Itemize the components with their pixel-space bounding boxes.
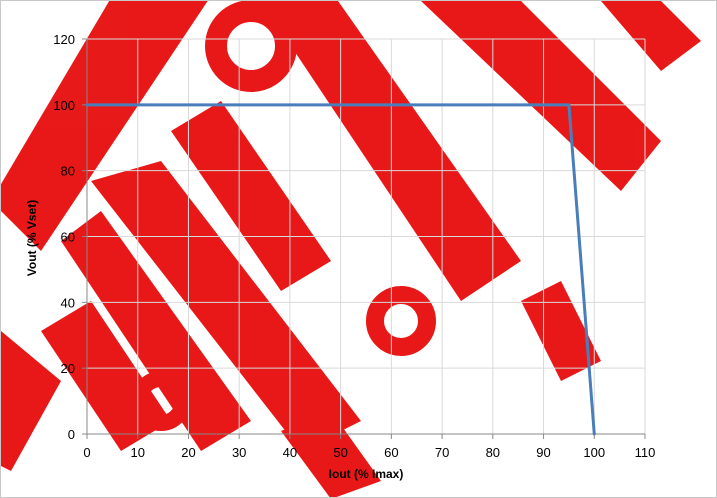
watermark-ring [131,371,191,431]
y-tick-label: 0 [68,427,75,442]
data-point [592,432,596,436]
data-point [567,103,571,107]
y-tick-label: 20 [61,361,75,376]
data-point [85,103,89,107]
x-tick-label: 0 [83,445,90,460]
watermark-ring [366,286,436,356]
watermark-band [91,161,361,451]
y-axis-title: Vout (% Vset) [25,200,39,276]
x-tick-label: 60 [384,445,398,460]
x-tick-label: 10 [130,445,144,460]
watermark-band [1,331,61,471]
x-tick-label: 100 [583,445,605,460]
x-tick-label: 70 [435,445,449,460]
watermark-band [521,281,601,381]
x-tick-label: 80 [486,445,500,460]
y-tick-label: 100 [53,98,75,113]
x-axis-title: Iout (% Imax) [329,467,404,481]
watermark-band [61,211,251,451]
watermark-band [421,1,661,191]
watermark-graphic [1,1,701,497]
watermark-band [601,1,701,71]
x-tick-label: 50 [333,445,347,460]
y-tick-label: 60 [61,230,75,245]
x-tick-label: 30 [232,445,246,460]
x-tick-label: 90 [536,445,550,460]
x-tick-label: 110 [635,445,656,460]
series-layer [85,103,596,436]
watermark-ring [205,1,297,92]
y-tick-label: 120 [53,32,75,47]
watermark-band [171,101,331,291]
y-tick-label: 40 [61,295,75,310]
x-tick-label: 20 [181,445,195,460]
watermark-band [1,1,208,251]
watermark-band [281,411,381,497]
x-tick-label: 40 [283,445,297,460]
y-tick-labels: 0 20 40 60 80 100 120 [53,32,75,442]
y-tick-label: 80 [61,164,75,179]
x-tick-labels: 0 10 20 30 40 50 60 70 80 90 100 110 [83,445,655,460]
